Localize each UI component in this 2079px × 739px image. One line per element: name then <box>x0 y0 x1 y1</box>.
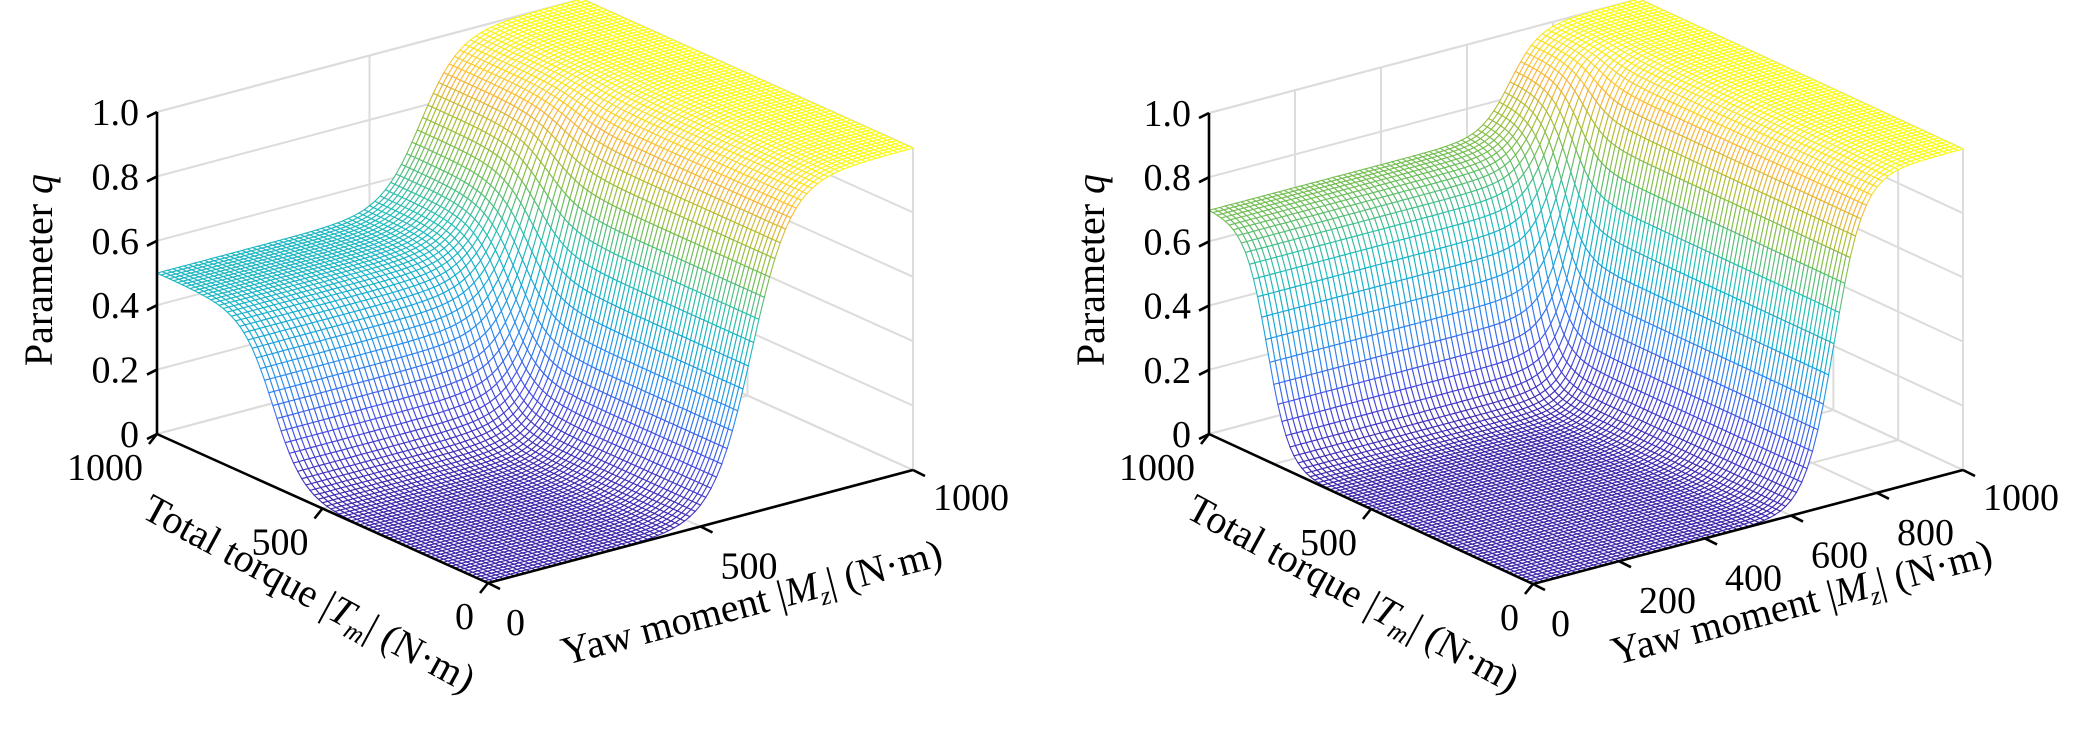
surface-mesh <box>155 0 915 584</box>
top-edge-left <box>156 0 583 113</box>
panel-left-chart: 00.20.40.60.81.00500100005001000Paramete… <box>16 0 1009 701</box>
